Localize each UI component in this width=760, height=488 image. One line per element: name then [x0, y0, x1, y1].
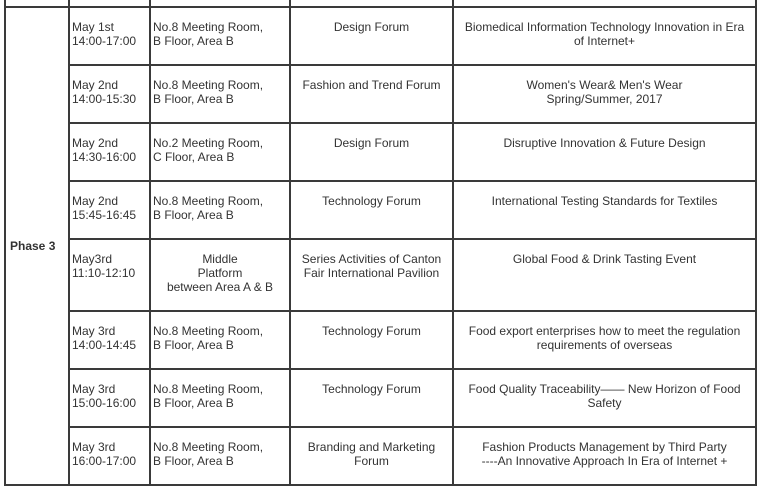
forum-cell: Design Forum [289, 122, 454, 182]
time: 11:10-12:10 [72, 266, 136, 280]
date: May 3rd [72, 324, 116, 338]
date-cell: May3rd 11:10-12:10 [68, 238, 151, 312]
venue-line: B Floor, Area B [153, 396, 234, 410]
date: May 2nd [72, 194, 119, 208]
table-row: May 3rd 16:00-17:00 No.8 Meeting Room, B Fl… [5, 426, 757, 486]
venue-line: B Floor, Area B [153, 338, 234, 352]
date: May 1st [72, 20, 115, 34]
date: May 2nd [72, 136, 119, 150]
time: 15:00-16:00 [72, 396, 137, 410]
table-row: May 2nd 15:45-16:45 No.8 Meeting Room, B Fl… [5, 180, 757, 240]
time: 14:00-17:00 [72, 34, 137, 48]
venue-line: C Floor, Area B [153, 150, 235, 164]
table-row: Phase 3 May 1st 14:00-17:00 No.8 Meeting Ro… [4, 6, 757, 486]
venue-cell: No.8 Meeting Room, B Floor, Area B [149, 368, 291, 428]
time: 14:30-16:00 [72, 150, 137, 164]
venue-line: B Floor, Area B [153, 92, 234, 106]
topic-cell: Food Quality Traceability—— New Horizon … [452, 368, 757, 428]
schedule-table: Phase 3 May 1st 14:00-17:00 No.8 Meeting Ro… [4, 0, 757, 486]
venue-line: Platform [197, 266, 243, 280]
time: 16:00-17:00 [72, 454, 137, 468]
time: 14:00-14:45 [72, 338, 137, 352]
forum-cell: Fashion and Trend Forum [289, 64, 454, 124]
venue-line: No.8 Meeting Room, [153, 324, 264, 338]
topic-cell: Food export enterprises how to meet the … [452, 310, 757, 370]
forum-cell: Technology Forum [289, 180, 454, 240]
phase-cell: Phase 3 [4, 6, 70, 486]
topic-line: Safety [587, 396, 622, 410]
venue-line: No.8 Meeting Room, [153, 78, 264, 92]
venue-line: B Floor, Area B [153, 208, 234, 222]
forum-line: Branding and Marketing [307, 440, 436, 454]
forum-line: Technology Forum [322, 382, 421, 396]
forum-line: Design Forum [333, 136, 410, 150]
table-row-previous [4, 0, 757, 8]
venue-line: No.8 Meeting Room, [153, 440, 264, 454]
date-cell: May 1st 14:00-17:00 [68, 6, 151, 66]
date: May 2nd [72, 78, 119, 92]
forum-line: Design Forum [333, 20, 410, 34]
table-row: May 3rd 14:00-14:45 No.8 Meeting Room, B Fl… [5, 310, 757, 370]
date-cell: May 3rd 16:00-17:00 [68, 426, 151, 486]
date: May 3rd [72, 440, 116, 454]
topic-line: requirements of overseas [536, 338, 673, 352]
topic-cell: Disruptive Innovation & Future Design [452, 122, 757, 182]
date-cell: May 3rd 15:00-16:00 [68, 368, 151, 428]
date-cell: May 2nd 14:30-16:00 [68, 122, 151, 182]
topic-cell: Fashion Products Management by Third Par… [452, 426, 757, 486]
venue-line: No.2 Meeting Room, [153, 136, 264, 150]
table-row: May 3rd 15:00-16:00 No.8 Meeting Room, B Fl… [5, 368, 757, 428]
topic-line: of Internet+ [573, 34, 636, 48]
venue-line: No.8 Meeting Room, [153, 20, 264, 34]
date-cell: May 2nd 15:45-16:45 [68, 180, 151, 240]
topic-line: Food Quality Traceability—— New Horizon … [468, 382, 741, 396]
forum-line: Fair International Pavilion [303, 266, 440, 280]
table-row: May 2nd 14:30-16:00 No.2 Meeting Room, C Fl… [5, 122, 757, 182]
time: 15:45-16:45 [72, 208, 137, 222]
table-row: May3rd 11:10-12:10 Middle Platform between A… [5, 238, 757, 312]
forum-cell: Technology Forum [289, 368, 454, 428]
table-row: May 2nd 14:00-15:30 No.8 Meeting Room, B Fl… [5, 64, 757, 124]
topic-line: International Testing Standards for Text… [491, 194, 718, 208]
topic-line: ----An Innovative Approach In Era of Int… [481, 454, 728, 468]
forum-line: Series Activities of Canton [301, 252, 442, 266]
forum-line: Forum [354, 454, 389, 468]
topic-line: Women's Wear& Men's Wear [526, 78, 683, 92]
forum-cell: Series Activities of Canton Fair Internat… [289, 238, 454, 312]
venue-cell: No.8 Meeting Room, B Floor, Area B [149, 64, 291, 124]
venue-line: between Area A & B [166, 280, 274, 294]
date-cell: May 2nd 14:00-15:30 [68, 64, 151, 124]
topic-line: Food export enterprises how to meet the … [468, 324, 741, 338]
topic-cell: Global Food & Drink Tasting Event [452, 238, 757, 312]
forum-cell: Technology Forum [289, 310, 454, 370]
forum-line: Technology Forum [322, 194, 421, 208]
date-cell: May 3rd 14:00-14:45 [68, 310, 151, 370]
topic-line: Spring/Summer, 2017 [546, 92, 663, 106]
date: May3rd [72, 252, 113, 266]
venue-line: No.8 Meeting Room, [153, 194, 264, 208]
topic-line: Disruptive Innovation & Future Design [503, 136, 706, 150]
venue-cell: No.8 Meeting Room, B Floor, Area B [149, 310, 291, 370]
venue-line: B Floor, Area B [153, 34, 234, 48]
venue-line: B Floor, Area B [153, 454, 234, 468]
venue-cell: No.8 Meeting Room, B Floor, Area B [149, 180, 291, 240]
venue-cell: No.2 Meeting Room, C Floor, Area B [149, 122, 291, 182]
topic-cell: Biomedical Information Technology Innova… [452, 6, 757, 66]
venue-line: No.8 Meeting Room, [153, 382, 264, 396]
forum-line: Technology Forum [322, 324, 421, 338]
time: 14:00-15:30 [72, 92, 137, 106]
topic-cell: Women's Wear& Men's Wear Spring/Summer, 2… [452, 64, 757, 124]
venue-line: Middle [202, 252, 238, 266]
topic-line: Fashion Products Management by Third Par… [482, 440, 727, 454]
forum-cell: Design Forum [289, 6, 454, 66]
forum-cell: Branding and Marketing Forum [289, 426, 454, 486]
venue-cell: No.8 Meeting Room, B Floor, Area B [149, 6, 291, 66]
topic-line: Biomedical Information Technology Innova… [464, 20, 745, 34]
venue-cell: No.8 Meeting Room, B Floor, Area B [149, 426, 291, 486]
forum-line: Fashion and Trend Forum [302, 78, 441, 92]
venue-cell: Middle Platform between Area A & B [149, 238, 291, 312]
topic-line: Global Food & Drink Tasting Event [512, 252, 697, 266]
date: May 3rd [72, 382, 116, 396]
topic-cell: International Testing Standards for Text… [452, 180, 757, 240]
